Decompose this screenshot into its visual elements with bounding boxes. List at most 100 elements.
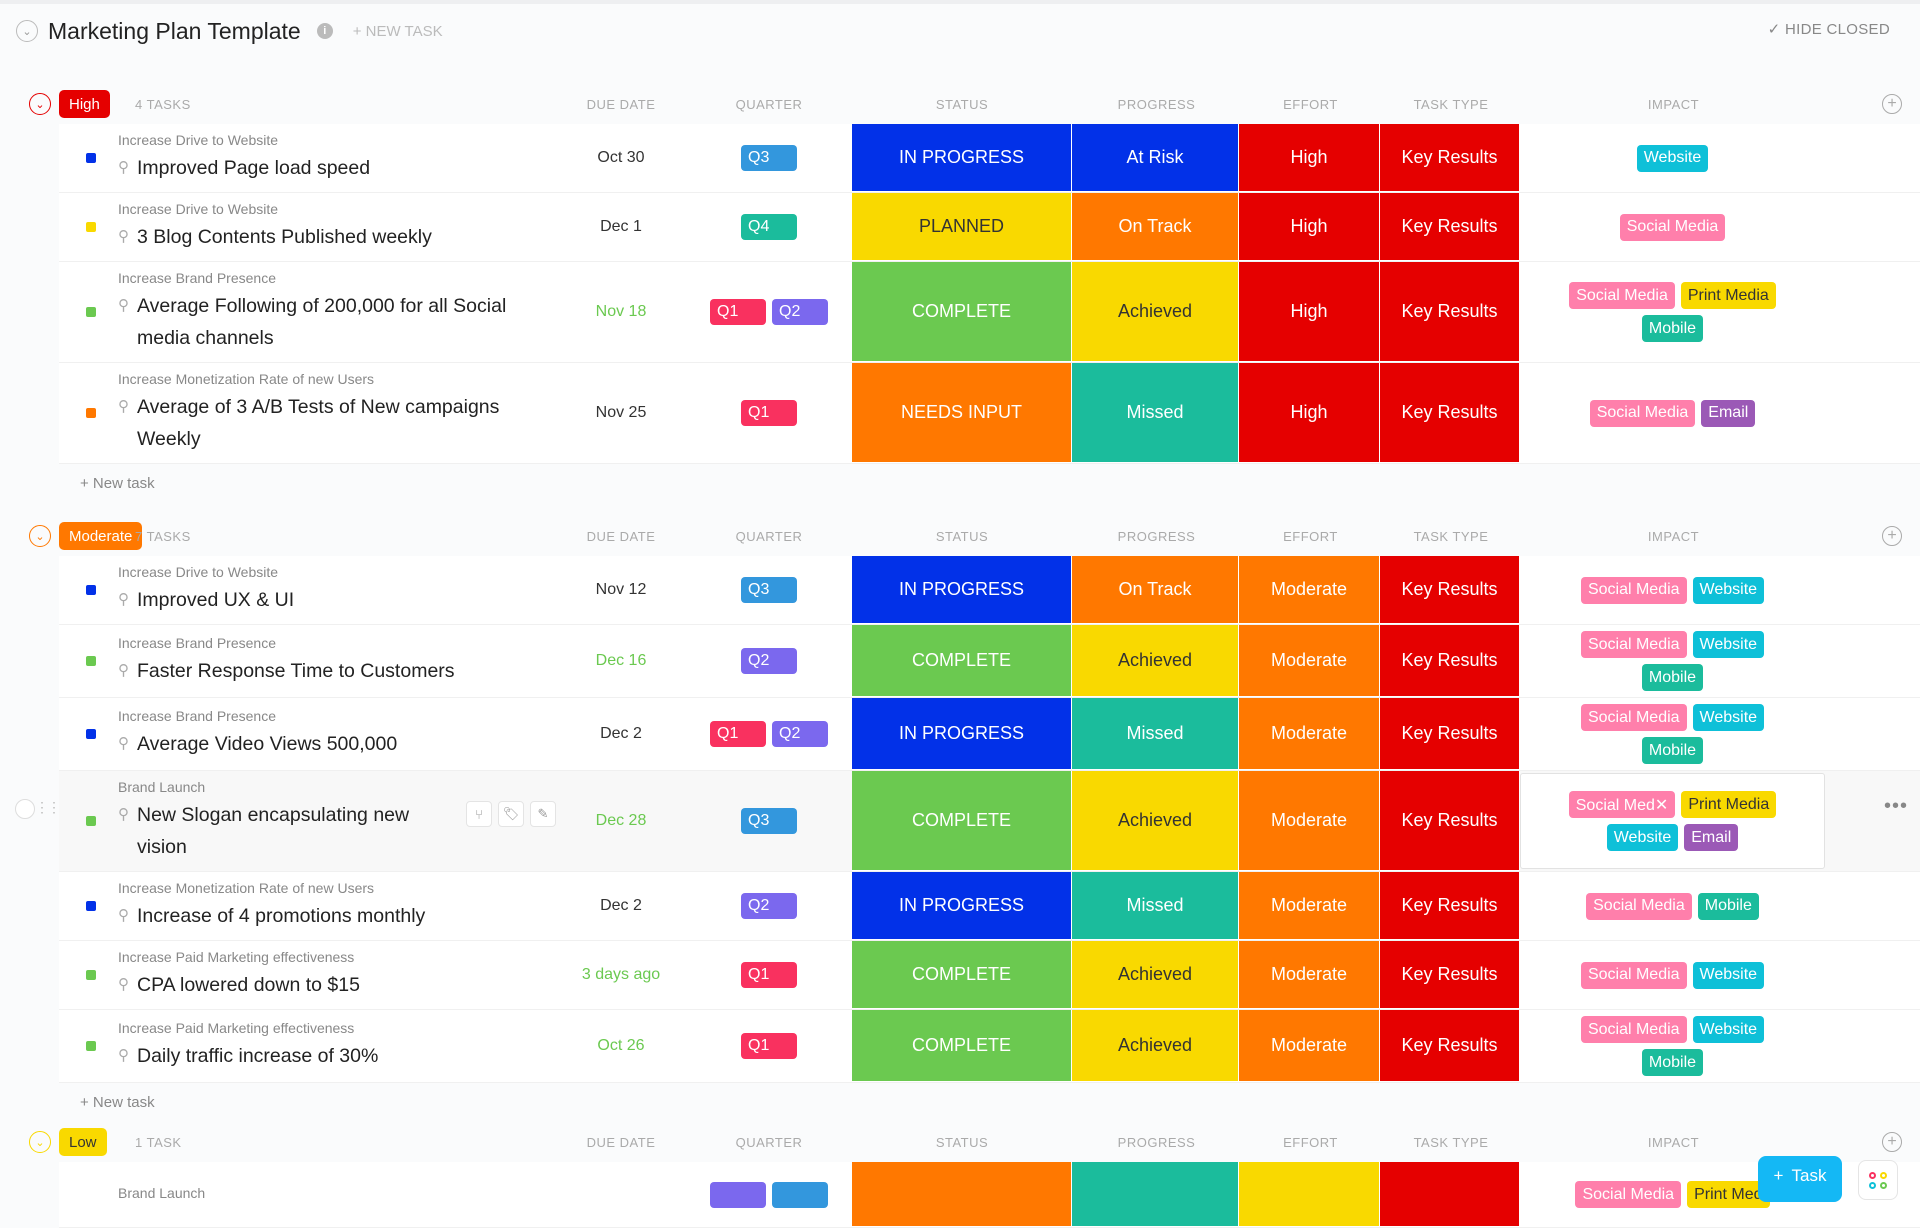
task-type-cell[interactable]: Key Results [1380, 262, 1520, 362]
impact-cell[interactable]: Social Media Website [1520, 556, 1825, 624]
add-column-icon[interactable]: + [1882, 526, 1902, 546]
impact-cell[interactable]: Social Media Email [1520, 363, 1825, 463]
quarter-cell[interactable]: Q1 [686, 1010, 852, 1082]
column-header-status[interactable]: STATUS [935, 528, 989, 544]
column-header-impact[interactable]: IMPACT [1647, 528, 1700, 544]
status-dot[interactable] [86, 901, 96, 911]
due-date[interactable]: Oct 30 [597, 149, 645, 166]
progress-cell[interactable]: On Track [1072, 193, 1239, 261]
impact-cell[interactable]: Social Media Website [1520, 941, 1825, 1009]
task-parent[interactable]: Increase Monetization Rate of new Users [118, 880, 375, 896]
progress-cell[interactable]: Missed [1072, 698, 1239, 770]
add-subtask-icon[interactable]: ⑂ [466, 801, 492, 827]
impact-cell[interactable]: Social Med✕ Print Media Website Email [1520, 773, 1825, 869]
progress-cell[interactable]: Achieved [1072, 625, 1239, 697]
task-type-cell[interactable]: Key Results [1380, 124, 1520, 192]
task-title[interactable]: 3 Blog Contents Published weekly [137, 226, 432, 248]
task-row[interactable]: Increase Drive to Website ⚲ Improved UX & … [59, 556, 1920, 625]
column-header-impact[interactable]: IMPACT [1647, 1134, 1700, 1150]
task-row[interactable]: Increase Paid Marketing effectiveness ⚲ CP… [59, 941, 1920, 1010]
task-type-cell[interactable]: Key Results [1380, 193, 1520, 261]
drag-handle-icon[interactable]: ⋮⋮ [35, 799, 61, 815]
add-column-icon[interactable]: + [1882, 1132, 1902, 1152]
task-title[interactable]: CPA lowered down to $15 [137, 974, 360, 996]
effort-cell[interactable]: Moderate [1239, 698, 1380, 770]
due-date[interactable]: Dec 28 [595, 812, 647, 829]
column-header-impact[interactable]: IMPACT [1647, 96, 1700, 112]
status-cell[interactable]: COMPLETE [852, 1010, 1072, 1082]
due-date[interactable]: Nov 25 [595, 404, 647, 421]
progress-cell[interactable] [1072, 1162, 1239, 1227]
column-header-due-date[interactable]: DUE DATE [586, 1134, 656, 1150]
status-dot[interactable] [86, 585, 96, 595]
column-header-task-type[interactable]: TASK TYPE [1413, 528, 1489, 544]
column-header-quarter[interactable]: QUARTER [735, 96, 803, 112]
progress-cell[interactable]: At Risk [1072, 124, 1239, 192]
status-cell[interactable] [852, 1162, 1072, 1227]
effort-cell[interactable]: Moderate [1239, 941, 1380, 1009]
quarter-cell[interactable]: Q3 [686, 556, 852, 624]
new-task-row[interactable]: + New task [80, 474, 155, 492]
effort-cell[interactable]: High [1239, 124, 1380, 192]
task-parent[interactable]: Increase Paid Marketing effectiveness [118, 949, 355, 965]
status-cell[interactable]: COMPLETE [852, 771, 1072, 871]
task-parent[interactable]: Increase Paid Marketing effectiveness [118, 1020, 355, 1036]
status-dot[interactable] [86, 153, 96, 163]
task-row[interactable]: Increase Monetization Rate of new Users ⚲… [59, 872, 1920, 941]
effort-cell[interactable] [1239, 1162, 1380, 1227]
column-header-task-type[interactable]: TASK TYPE [1413, 96, 1489, 112]
add-column-icon[interactable]: + [1882, 94, 1902, 114]
task-type-cell[interactable]: Key Results [1380, 941, 1520, 1009]
task-title[interactable]: Improved Page load speed [137, 157, 371, 179]
quarter-cell[interactable] [686, 1162, 852, 1227]
status-cell[interactable]: IN PROGRESS [852, 124, 1072, 192]
effort-cell[interactable]: Moderate [1239, 625, 1380, 697]
status-dot[interactable] [86, 307, 96, 317]
task-parent[interactable]: Brand Launch [118, 779, 206, 795]
progress-cell[interactable]: Achieved [1072, 1010, 1239, 1082]
collapse-group-icon[interactable]: ⌄ [29, 93, 51, 115]
task-row[interactable]: Increase Brand Presence ⚲ Average Followin… [59, 262, 1920, 363]
column-header-effort[interactable]: EFFORT [1283, 1134, 1338, 1150]
task-type-cell[interactable]: Key Results [1380, 771, 1520, 871]
task-type-cell[interactable]: Key Results [1380, 698, 1520, 770]
task-type-cell[interactable]: Key Results [1380, 872, 1520, 940]
due-date[interactable]: Dec 1 [600, 218, 642, 235]
effort-cell[interactable]: High [1239, 363, 1380, 463]
due-date[interactable]: Nov 12 [595, 581, 647, 598]
task-type-cell[interactable] [1380, 1162, 1520, 1227]
progress-cell[interactable]: Missed [1072, 363, 1239, 463]
new-task-row[interactable]: + New task [80, 1093, 155, 1111]
status-dot[interactable] [86, 729, 96, 739]
status-cell[interactable]: IN PROGRESS [852, 872, 1072, 940]
task-title[interactable]: New Slogan encapsulating new vision [137, 804, 410, 858]
task-title[interactable]: Average Following of 200,000 for all Soc… [137, 295, 507, 349]
progress-cell[interactable]: Achieved [1072, 262, 1239, 362]
column-header-effort[interactable]: EFFORT [1283, 96, 1338, 112]
task-row[interactable]: Increase Drive to Website ⚲ 3 Blog Content… [59, 193, 1920, 262]
column-header-status[interactable]: STATUS [935, 96, 989, 112]
hide-closed-toggle[interactable]: ✓ HIDE CLOSED [1768, 20, 1890, 38]
effort-cell[interactable]: Moderate [1239, 556, 1380, 624]
column-header-due-date[interactable]: DUE DATE [586, 528, 656, 544]
collapse-group-icon[interactable]: ⌄ [29, 1131, 51, 1153]
effort-cell[interactable]: Moderate [1239, 1010, 1380, 1082]
status-dot[interactable] [86, 1041, 96, 1051]
task-parent[interactable]: Increase Brand Presence [118, 708, 276, 724]
task-title[interactable]: Increase of 4 promotions monthly [137, 905, 426, 927]
select-checkbox[interactable] [15, 799, 35, 819]
quarter-cell[interactable]: Q1 Q2 [686, 698, 852, 770]
task-parent[interactable]: Increase Drive to Website [118, 201, 279, 217]
task-parent[interactable]: Increase Brand Presence [118, 635, 276, 651]
impact-cell[interactable]: Social Media Print Media Mobile [1520, 262, 1825, 362]
status-cell[interactable]: COMPLETE [852, 941, 1072, 1009]
status-dot[interactable] [86, 970, 96, 980]
quarter-cell[interactable]: Q1 [686, 363, 852, 463]
task-title[interactable]: Faster Response Time to Customers [137, 660, 455, 682]
status-cell[interactable]: COMPLETE [852, 625, 1072, 697]
status-cell[interactable]: IN PROGRESS [852, 698, 1072, 770]
status-dot[interactable] [86, 222, 96, 232]
due-date[interactable]: Nov 18 [595, 303, 647, 320]
status-dot[interactable] [86, 656, 96, 666]
task-row[interactable]: ⋮⋮ Brand Launch ⚲ New Slogan encapsulating … [15, 771, 1920, 872]
